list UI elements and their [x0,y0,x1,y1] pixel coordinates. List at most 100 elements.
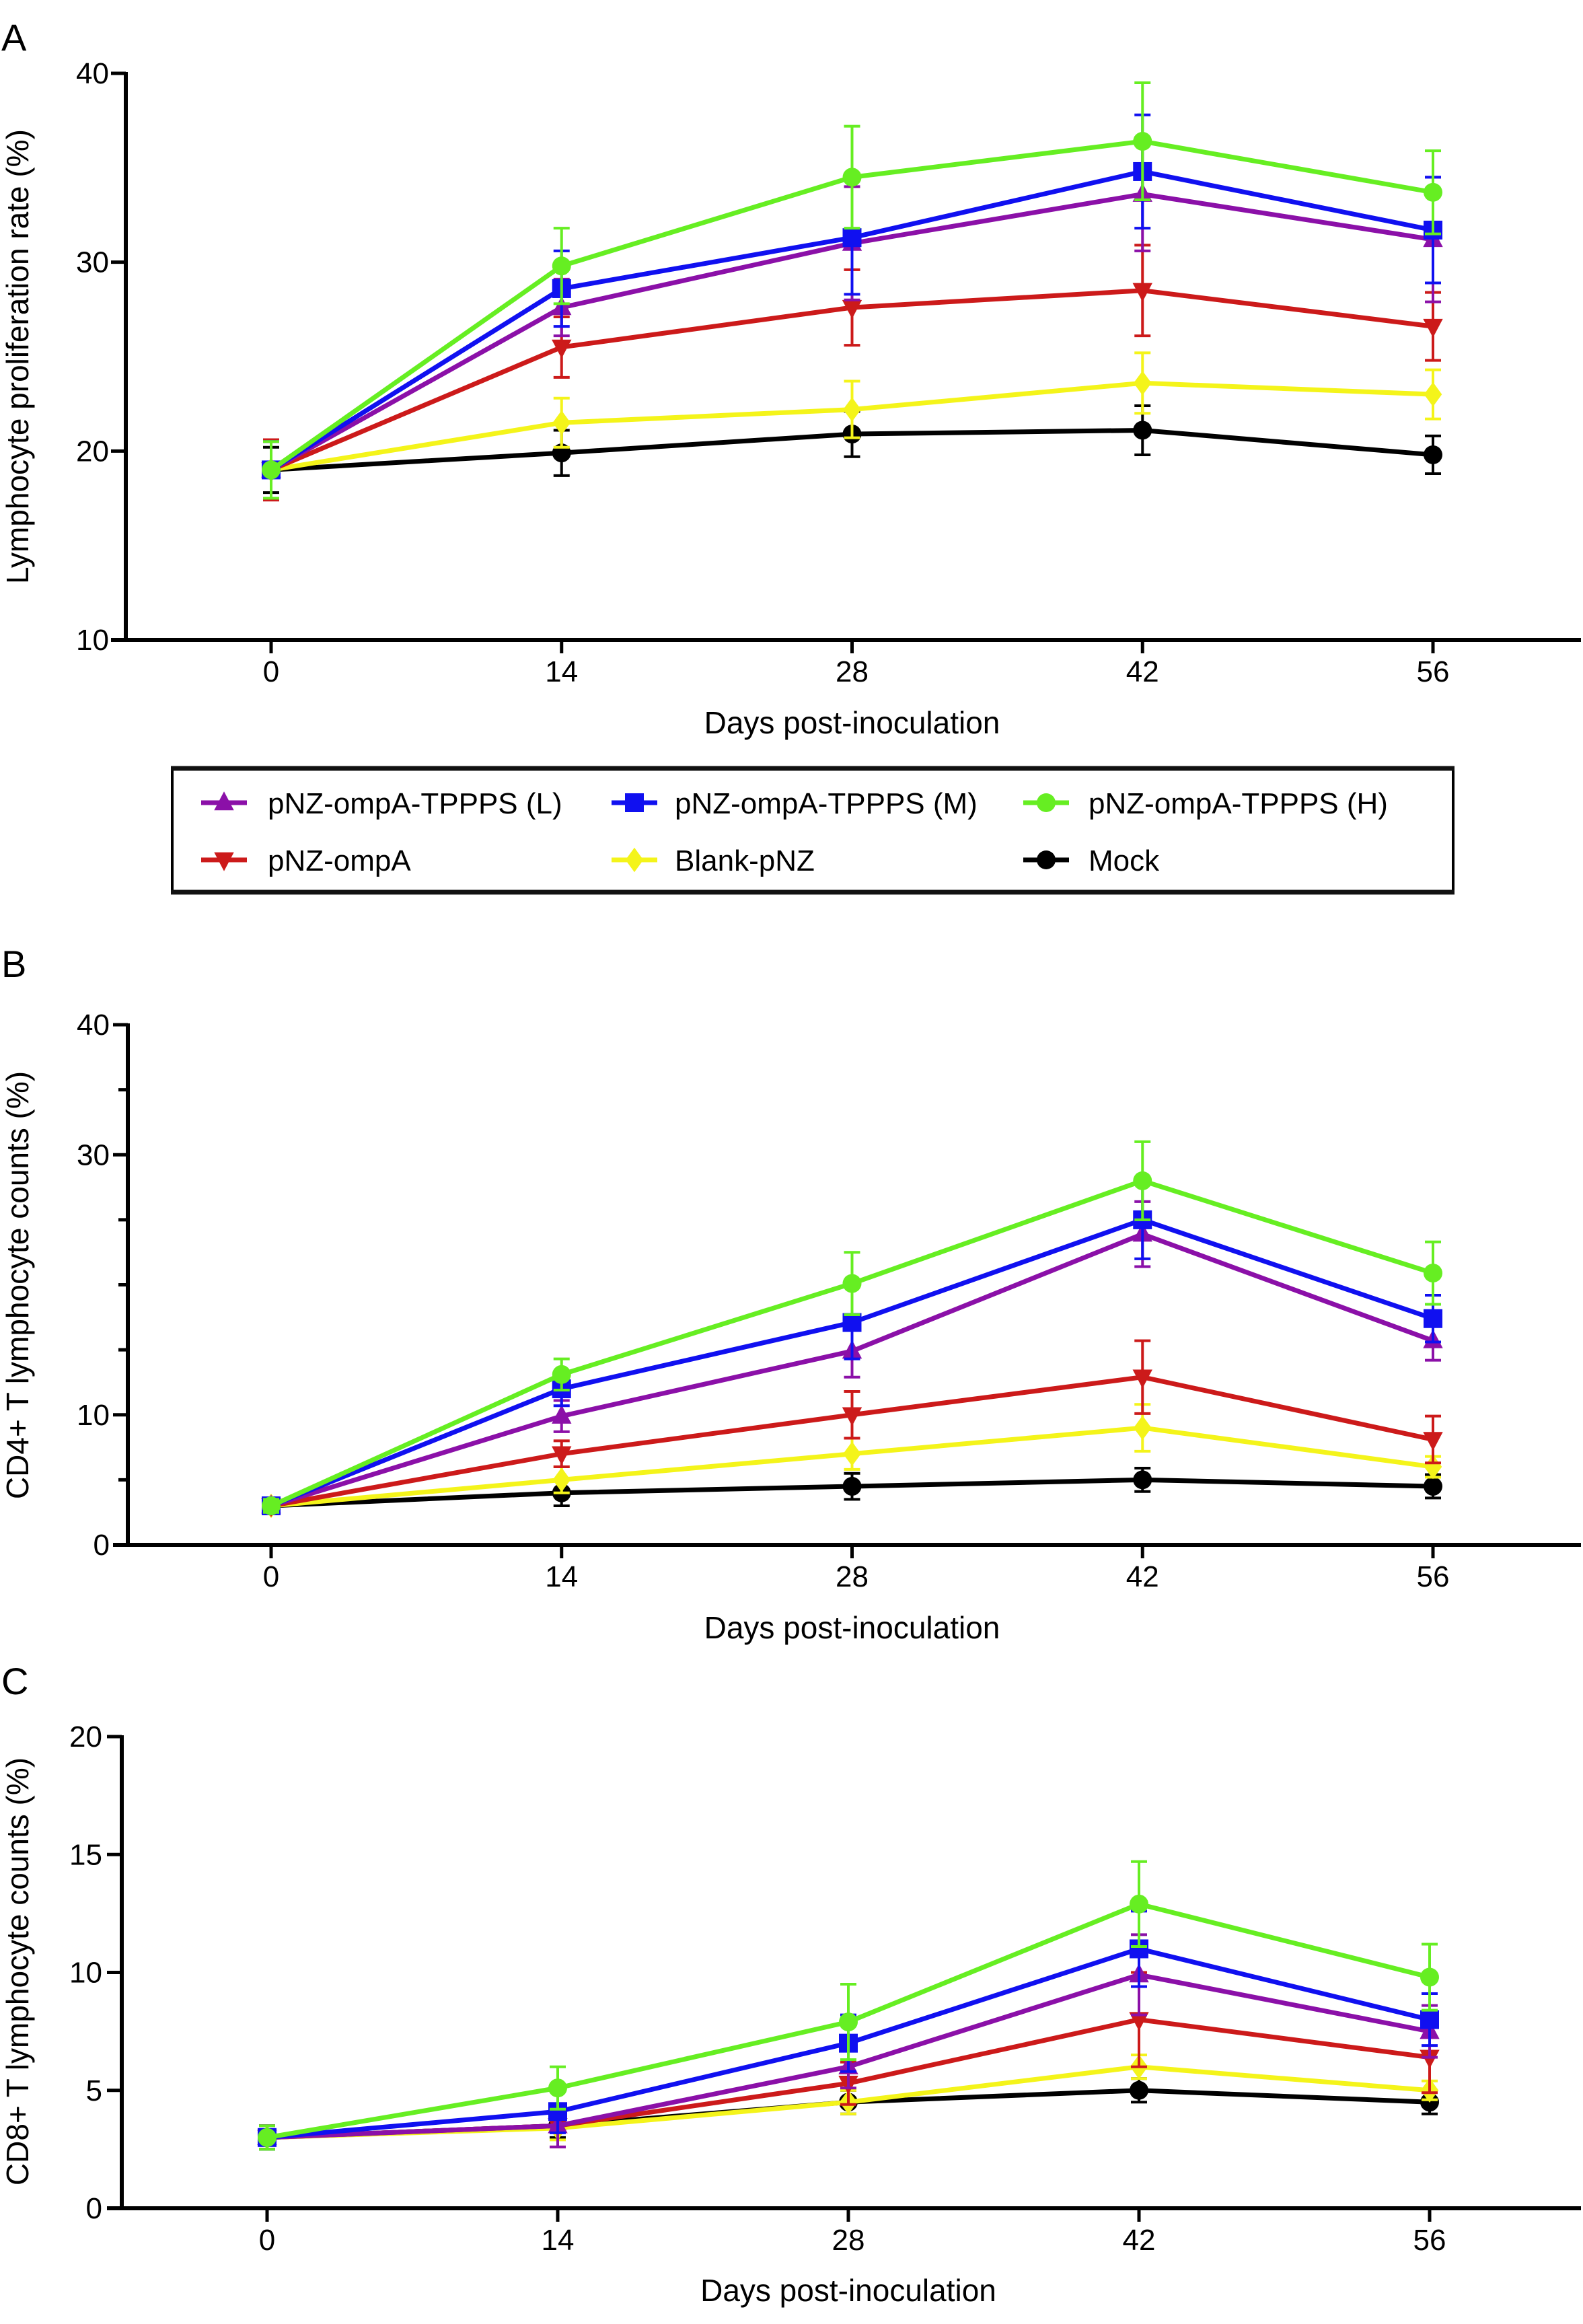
x-tick-label: 28 [836,1560,869,1593]
panel-b: B 0 10 30 40 0 14 28 42 56 Days post-inoculation CD… [0,943,1581,1645]
y-tick-label: 20 [76,435,109,468]
panel-c: C 0 5 10 15 20 0 14 28 42 56 Days post-inoculation C… [0,1660,1581,2308]
data-point [1130,1894,1148,1914]
data-point [552,1365,571,1384]
data-point [1420,1967,1439,1987]
x-tick-label: 42 [1123,2224,1156,2257]
data-point [552,1446,572,1465]
data-point [1420,2049,1440,2069]
data-point [842,228,862,248]
x-tick-label: 0 [263,1560,279,1593]
data-point [548,2078,567,2098]
data-point [258,2128,277,2147]
data-point [1133,1171,1152,1190]
x-tick-label: 14 [542,2224,575,2257]
axes: 10 20 30 40 0 14 28 42 56 [76,57,1581,688]
y-tick-label: 30 [77,1138,110,1171]
legend-marker-icon [214,791,234,811]
plot-area [261,81,1443,502]
data-point [552,1404,572,1424]
plot-area [261,1140,1443,1519]
axes: 0 10 30 40 0 14 28 42 56 [77,1009,1581,1593]
data-point [1130,2080,1148,2100]
panel-label-a: A [1,16,27,59]
legend-label: pNZ-ompA-TPPPS (M) [675,787,978,820]
y-tick-label: 0 [86,2192,102,2225]
y-tick-label: 5 [86,2074,102,2107]
legend-box [171,767,1455,894]
data-point [1133,132,1152,151]
legend: pNZ-ompA-TPPPS (L) pNZ-ompA-TPPPS (M) pNZ-… [171,766,1455,895]
x-tick-label: 42 [1126,655,1159,688]
data-point [552,1467,571,1492]
data-point [839,2012,858,2032]
x-tick-label: 56 [1413,2224,1446,2257]
x-tick-label: 0 [263,655,279,688]
plot-area [257,1860,1440,2151]
axes: 0 5 10 15 20 0 14 28 42 56 [69,1720,1581,2257]
panel-a: A 10 20 30 40 0 14 28 42 56 Days post-inoculation L… [0,16,1581,740]
data-point [842,1477,862,1496]
data-point [1420,2010,1439,2029]
data-point [1424,1309,1442,1328]
legend-item-mock: Mock [1023,844,1160,877]
panel-label-b: B [1,943,26,985]
data-point [842,1274,862,1293]
legend-marker-icon [625,847,644,873]
legend-item-pnz-ompa-tppps-l: pNZ-ompA-TPPPS (L) [201,787,562,820]
legend-item-pnz-ompa-tppps-h: pNZ-ompA-TPPPS (H) [1023,787,1388,820]
data-point [1424,1264,1442,1283]
data-point [1132,1369,1152,1389]
data-point [843,1441,861,1466]
legend-label: pNZ-ompA [268,844,411,877]
legend-marker-icon [214,852,234,871]
data-point [1424,445,1442,464]
data-point [552,256,571,276]
data-point [552,339,572,359]
y-tick-label: 30 [76,246,109,279]
y-tick-label: 15 [69,1838,102,1871]
y-tick-label: 10 [69,1957,102,1990]
y-tick-label: 40 [76,57,109,90]
y-tick-label: 10 [77,1399,110,1432]
x-tick-label: 56 [1417,1560,1450,1593]
data-point [1129,2012,1149,2031]
legend-item-pnz-ompa-tppps-m: pNZ-ompA-TPPPS (M) [612,787,978,820]
data-point [842,1407,862,1426]
data-point [262,1496,281,1516]
legend-marker-icon [1037,793,1056,812]
data-point [843,397,861,422]
legend-marker-icon [1037,850,1056,869]
data-point [842,1313,862,1332]
y-axis-title: CD8+ T lymphocyte counts (%) [0,1757,35,2185]
series-pnz-ompa-tppps-h [262,1140,1442,1516]
panel-label-c: C [1,1660,28,1702]
x-tick-label: 28 [832,2224,865,2257]
data-point [1424,382,1442,407]
x-axis-title: Days post-inoculation [704,705,1000,740]
y-tick-label: 20 [69,1720,102,1753]
data-point [1424,1454,1442,1480]
data-point [842,299,862,319]
data-point [1424,182,1442,202]
legend-label: pNZ-ompA-TPPPS (H) [1089,787,1388,820]
data-point [1133,1415,1152,1441]
legend-item-pnz-ompa: pNZ-ompA [201,844,411,877]
x-axis-title: Days post-inoculation [700,2273,996,2308]
y-axis-title: Lymphocyte proliferation rate (%) [0,129,35,584]
data-point [1133,371,1152,396]
data-point [552,410,571,435]
data-point [1133,1470,1152,1490]
x-tick-label: 42 [1126,1560,1159,1593]
data-point [1423,1432,1443,1451]
data-point [1133,421,1152,440]
y-tick-label: 10 [76,624,109,657]
data-point [262,460,281,480]
data-point [842,168,862,187]
x-tick-label: 0 [259,2224,275,2257]
data-point [1424,1477,1442,1496]
x-tick-label: 28 [836,655,869,688]
series-pnz-ompa-tppps-h [262,81,1442,500]
x-tick-label: 56 [1417,655,1450,688]
